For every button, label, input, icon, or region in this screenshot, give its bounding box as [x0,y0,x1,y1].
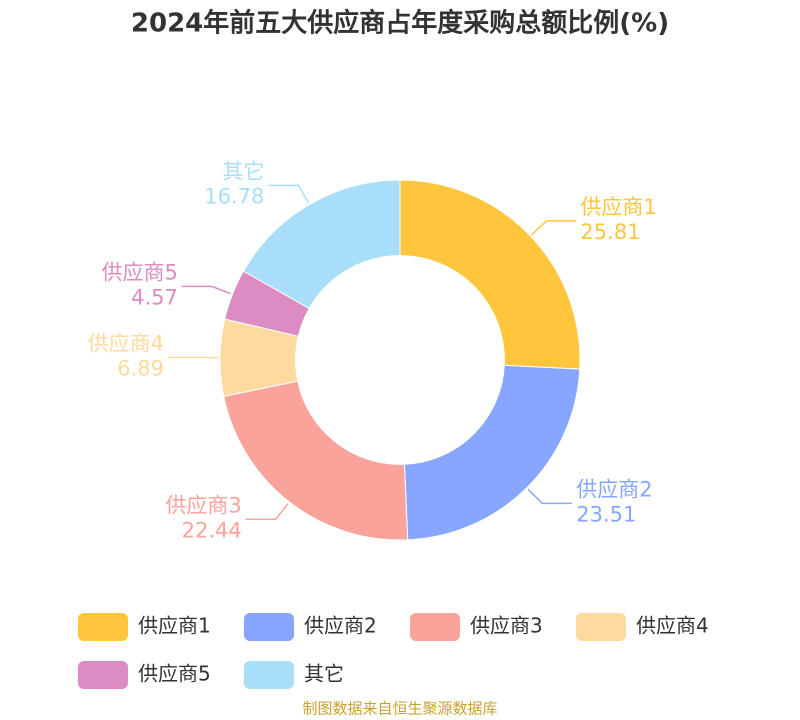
slice-label: 供应商1 [580,195,656,219]
slice-label: 其它 [222,159,264,183]
leader-line [268,184,310,204]
legend-swatch [244,613,294,641]
leader-line [245,503,289,521]
donut-slice [399,179,581,370]
value-label: 4.57 [131,285,178,309]
leader-line [531,220,577,236]
source-note: 制图数据来自恒生聚源数据库 [302,700,497,718]
legend-label: 供应商2 [304,614,377,638]
slice-label: 供应商5 [102,260,178,284]
legend-label: 供应商3 [470,614,543,638]
value-label: 25.81 [580,220,640,244]
legend-swatch [576,613,626,641]
value-label: 6.89 [117,356,164,380]
value-label: 23.51 [576,502,636,526]
slice-label: 供应商3 [165,493,241,517]
chart-title: 2024年前五大供应商占年度采购总额比例(%) [131,8,669,39]
legend-label: 其它 [304,662,344,686]
legend-label: 供应商5 [138,662,211,686]
donut-slice [242,179,401,310]
slice-label: 供应商2 [576,477,652,501]
leader-line [181,285,231,295]
legend-label: 供应商1 [138,614,211,638]
donut-slice [223,380,409,541]
legend-swatch [410,613,460,641]
legend-label: 供应商4 [636,614,709,638]
leader-line [527,488,573,505]
legend-swatch [244,661,294,689]
value-label: 22.44 [182,518,242,542]
value-label: 16.78 [204,184,264,208]
legend-swatch [78,613,128,641]
slice-label: 供应商4 [88,331,164,355]
legend-swatch [78,661,128,689]
donut-slice [403,364,581,541]
